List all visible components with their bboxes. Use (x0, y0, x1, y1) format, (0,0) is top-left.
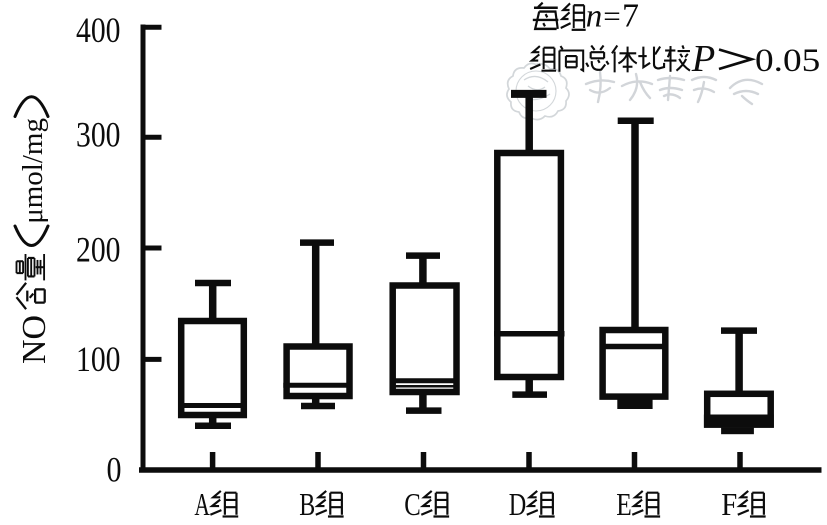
svg-text:E: E (616, 486, 632, 520)
svg-text:A: A (194, 486, 210, 520)
svg-text:=: = (603, 0, 620, 34)
svg-text:100: 100 (76, 339, 121, 379)
svg-text:n: n (586, 0, 603, 35)
svg-text:7: 7 (622, 0, 639, 35)
svg-text:NO: NO (16, 315, 53, 364)
svg-text:B: B (299, 486, 315, 520)
svg-text:400: 400 (76, 10, 121, 50)
svg-text:D: D (509, 486, 527, 520)
svg-text:0.05: 0.05 (755, 43, 820, 79)
svg-text:200: 200 (76, 230, 121, 270)
svg-text:μmol/mg: μmol/mg (17, 118, 49, 224)
svg-text:300: 300 (76, 115, 121, 155)
svg-text:P: P (691, 38, 716, 80)
svg-text:F: F (721, 486, 737, 520)
svg-text:C: C (404, 486, 421, 520)
svg-text:0: 0 (107, 449, 122, 489)
